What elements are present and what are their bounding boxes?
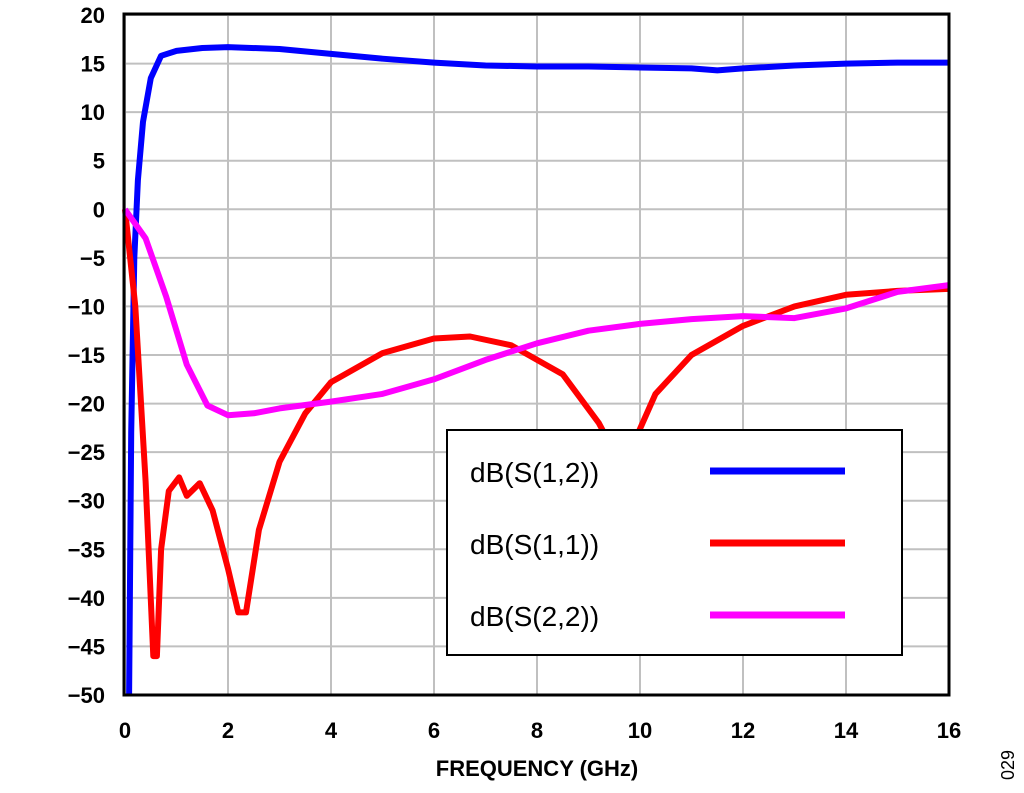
x-tick-label: 0 bbox=[119, 718, 131, 743]
legend-label: dB(S(1,2)) bbox=[470, 457, 599, 488]
x-axis-label: FREQUENCY (GHz) bbox=[436, 756, 639, 781]
series-line-2 bbox=[122, 208, 950, 660]
y-tick-label: −25 bbox=[68, 440, 105, 465]
y-tick-label: −35 bbox=[68, 537, 105, 562]
x-tick-label: 14 bbox=[834, 718, 859, 743]
y-tick-label: −15 bbox=[68, 343, 105, 368]
y-tick-label: −20 bbox=[68, 392, 105, 417]
y-tick-label: −30 bbox=[68, 489, 105, 514]
y-tick-label: −5 bbox=[80, 246, 105, 271]
y-tick-label: 10 bbox=[81, 100, 105, 125]
series-line-1 bbox=[126, 44, 949, 696]
x-tick-label: 16 bbox=[937, 718, 961, 743]
legend-label: dB(S(2,2)) bbox=[470, 601, 599, 632]
legend-label: dB(S(1,1)) bbox=[470, 529, 599, 560]
x-tick-label: 2 bbox=[222, 718, 234, 743]
x-tick-label: 8 bbox=[531, 718, 543, 743]
y-tick-label: −50 bbox=[68, 683, 105, 708]
series-lines bbox=[122, 44, 950, 696]
y-tick-label: 15 bbox=[81, 52, 105, 77]
footnote: 029 bbox=[998, 750, 1018, 780]
plot-frame bbox=[122, 12, 951, 697]
series-line-3 bbox=[122, 207, 950, 419]
y-tick-label: −40 bbox=[68, 586, 105, 611]
y-tick-label: −10 bbox=[68, 294, 105, 319]
x-tick-label: 10 bbox=[628, 718, 652, 743]
y-tick-label: 0 bbox=[93, 197, 105, 222]
legend: dB(S(1,2)) dB(S(1,1)) dB(S(2,2)) bbox=[446, 429, 903, 656]
y-tick-label: 20 bbox=[81, 3, 105, 28]
y-axis-ticks: 20 15 10 5 0 −5 −10 −15 −20 −25 −30 −35 −40 −45 −50 bbox=[68, 3, 105, 708]
x-tick-label: 12 bbox=[731, 718, 755, 743]
x-tick-label: 6 bbox=[428, 718, 440, 743]
y-tick-label: −45 bbox=[68, 634, 105, 659]
x-axis-ticks: 0 2 4 6 8 10 12 14 16 bbox=[119, 718, 961, 743]
x-tick-label: 4 bbox=[325, 718, 338, 743]
y-tick-label: 5 bbox=[93, 149, 105, 174]
